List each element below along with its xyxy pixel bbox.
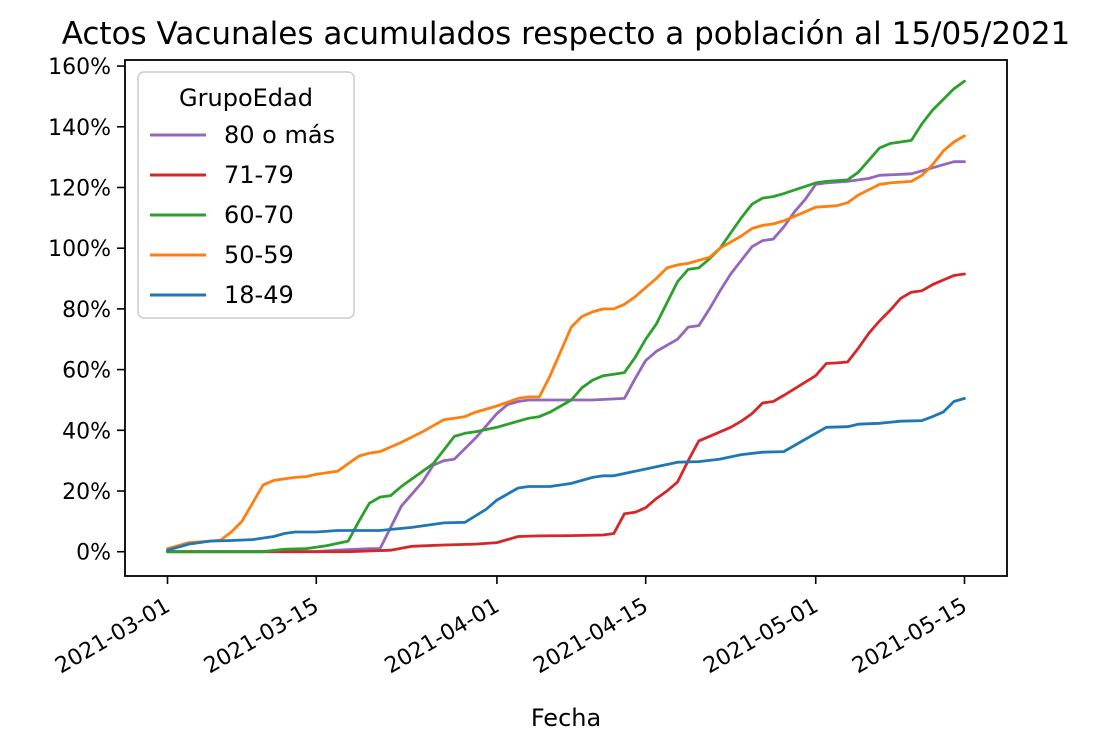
- series-line-60-70: [166, 79, 966, 554]
- series-line-71-79: [166, 272, 966, 554]
- y-tick-label: 160%: [48, 55, 111, 80]
- y-tick-label: 20%: [62, 480, 111, 505]
- x-tick-label: 2021-03-15: [200, 594, 323, 680]
- y-tick-label: 0%: [76, 541, 111, 566]
- x-axis: 2021-03-01 2021-03-15 2021-04-01 2021-04-15…: [51, 576, 971, 679]
- legend-label: 80 o más: [224, 121, 335, 149]
- x-axis-label: Fecha: [531, 704, 601, 732]
- legend-label: 71-79: [224, 161, 294, 189]
- y-tick-label: 140%: [48, 116, 111, 141]
- legend-label: 50-59: [224, 241, 294, 269]
- chart-title: Actos Vacunales acumulados respecto a po…: [62, 16, 1071, 52]
- plot-area-frame: [124, 59, 1008, 577]
- y-tick-label: 60%: [62, 359, 111, 384]
- legend-items: 80 o más 71-79 60-70 50-59 18-49: [150, 121, 335, 309]
- legend: GrupoEdad 80 o más 71-79 60-70 50-59 18-49: [137, 71, 355, 319]
- y-tick-label: 120%: [48, 176, 111, 201]
- legend-label: 60-70: [224, 201, 294, 229]
- legend-title: GrupoEdad: [179, 84, 313, 112]
- x-tick-label: 2021-03-01: [51, 594, 174, 680]
- y-axis: 0% 20% 40% 60% 80% 100% 120% 140% 160%: [48, 55, 125, 566]
- series-line-80-o-más: [166, 160, 966, 554]
- y-tick-label: 100%: [48, 237, 111, 262]
- x-tick-label: 2021-05-15: [848, 594, 971, 680]
- x-tick-label: 2021-05-01: [699, 594, 822, 680]
- series-line-18-49: [166, 396, 966, 552]
- legend-label: 18-49: [224, 281, 294, 309]
- y-tick-label: 80%: [62, 298, 111, 323]
- series-line-50-59: [166, 134, 966, 551]
- x-tick-label: 2021-04-01: [381, 594, 504, 680]
- y-tick-label: 40%: [62, 419, 111, 444]
- x-tick-label: 2021-04-15: [529, 594, 652, 680]
- series-lines: [166, 79, 966, 554]
